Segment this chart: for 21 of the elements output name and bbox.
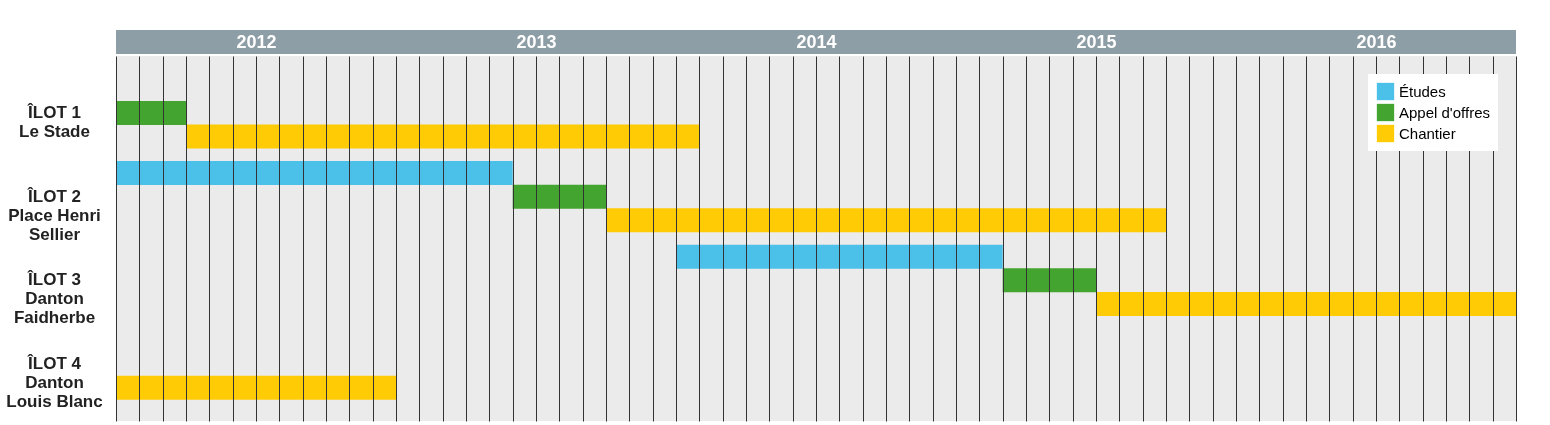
bar <box>512 184 606 209</box>
y-tick-label: ÎLOT 3 Danton Faidherbe <box>13 270 96 328</box>
x-tick-label: 2013 <box>516 31 557 52</box>
y-tick-label: ÎLOT 1 Le Stade <box>19 102 90 141</box>
y-tick-label: ÎLOT 2 Place Henri Sellier <box>8 186 101 244</box>
x-tick-label: 2015 <box>1076 31 1117 52</box>
bar <box>1002 268 1096 293</box>
legend-label: Appel d'offres <box>1399 103 1490 121</box>
bar <box>116 100 186 125</box>
legend-label: Études <box>1399 82 1446 100</box>
legend-label: Chantier <box>1399 124 1456 142</box>
y-tick-label: ÎLOT 4 Danton Louis Blanc <box>6 354 103 412</box>
bar <box>116 375 396 400</box>
bar <box>1096 292 1516 316</box>
x-tick-label: 2012 <box>236 31 277 52</box>
x-tick-label: 2016 <box>1356 31 1397 52</box>
bar <box>676 244 1003 269</box>
x-tick-label: 2014 <box>796 31 837 52</box>
bar <box>606 208 1166 233</box>
bar <box>186 124 700 149</box>
bar <box>116 161 513 185</box>
